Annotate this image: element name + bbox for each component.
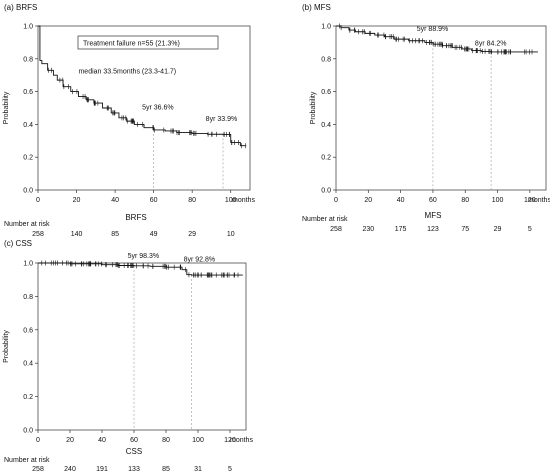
x-tick-label: 0 xyxy=(334,197,338,204)
number-at-risk-value: 240 xyxy=(64,466,76,473)
x-tick-label: 80 xyxy=(188,197,196,204)
annotation-label: 8yr 84.2% xyxy=(475,41,507,48)
x-tick-label: 80 xyxy=(162,437,170,444)
number-at-risk-value: 29 xyxy=(188,231,196,238)
number-at-risk-value: 191 xyxy=(96,466,108,473)
number-at-risk-value: 31 xyxy=(194,466,202,473)
x-tick-label: 60 xyxy=(150,197,158,204)
y-tick-label: 0.6 xyxy=(23,89,33,96)
y-tick-label: 0.0 xyxy=(23,428,33,435)
x-axis-title: MFS xyxy=(425,211,442,220)
number-at-risk-value: 49 xyxy=(150,231,158,238)
survival-curve xyxy=(38,262,243,276)
annotation-label: median 33.5months (23.3-41.7) xyxy=(78,69,176,76)
y-tick-label: 0.0 xyxy=(321,188,331,195)
treatment-failure-text: Treatment failure n=55 (21.3%) xyxy=(83,41,180,48)
treatment-failure-box xyxy=(77,35,219,50)
y-tick-label: 0.2 xyxy=(23,155,33,162)
x-tick-label: 60 xyxy=(429,197,437,204)
annotation-label: 8yr 33.9% xyxy=(206,116,238,123)
x-tick-label: 0 xyxy=(36,197,40,204)
y-tick-label: 0.8 xyxy=(23,294,33,301)
annotation-label: 8yr 92.8% xyxy=(184,256,216,263)
km-panel-3: (c) CSS 0.0 0.2 0.4 0.6 0.8 1.0 0 20 40 60 80 100 120… xyxy=(3,239,253,473)
y-tick-label: 0.2 xyxy=(23,394,33,401)
number-at-risk-value: 85 xyxy=(162,466,170,473)
number-at-risk-value: 85 xyxy=(111,231,119,238)
y-tick-label: 0.4 xyxy=(23,122,33,129)
x-tick-label: 20 xyxy=(73,197,81,204)
number-at-risk-value: 258 xyxy=(330,226,342,233)
y-tick-label: 0.2 xyxy=(321,155,331,162)
number-at-risk-value: 230 xyxy=(362,226,374,233)
survival-curve xyxy=(336,25,538,53)
x-tick-label: 120 xyxy=(524,197,536,204)
panel-label: (c) CSS xyxy=(4,239,32,248)
x-axis-title: BRFS xyxy=(125,213,146,222)
number-at-risk-value: 133 xyxy=(128,466,140,473)
plot-frame xyxy=(335,25,547,191)
number-at-risk-value: 5 xyxy=(528,226,532,233)
km-panel-1: (a) BRFS 0.0 0.2 0.4 0.6 0.8 1.0 0 20 40 60 80 100mo… xyxy=(3,3,255,238)
x-tick-label: 120 xyxy=(224,437,236,444)
annotation-label: 5yr 98.3% xyxy=(128,253,160,260)
y-tick-label: 1.0 xyxy=(23,24,33,31)
plot-frame xyxy=(37,262,247,431)
y-tick-label: 0.6 xyxy=(23,327,33,334)
x-tick-label: 40 xyxy=(111,197,119,204)
x-tick-label: 0 xyxy=(36,437,40,444)
y-tick-label: 1.0 xyxy=(321,24,331,31)
km-panel-2: (b) MFS 0.0 0.2 0.4 0.6 0.8 1.0 0 20 40 60 80 100 120… xyxy=(302,3,550,233)
x-tick-label: 100 xyxy=(225,197,237,204)
number-at-risk-value: 29 xyxy=(494,226,502,233)
y-tick-label: 0.0 xyxy=(23,188,33,195)
x-tick-label: 60 xyxy=(130,437,138,444)
annotation-label: 5yr 36.6% xyxy=(142,105,174,112)
y-tick-label: 0.8 xyxy=(321,56,331,63)
y-tick-label: 0.4 xyxy=(23,361,33,368)
number-at-risk-value: 75 xyxy=(461,226,469,233)
number-at-risk-value: 258 xyxy=(32,466,44,473)
x-axis-title: CSS xyxy=(126,447,142,456)
x-tick-label: 100 xyxy=(192,437,204,444)
x-tick-label: 20 xyxy=(364,197,372,204)
x-unit-label: months xyxy=(528,197,550,204)
x-tick-label: 20 xyxy=(66,437,74,444)
panel-label: (b) MFS xyxy=(302,3,331,12)
number-at-risk-value: 10 xyxy=(227,231,235,238)
annotation-label: 5yr 88.9% xyxy=(417,26,449,33)
y-axis-title: Probability xyxy=(310,91,317,124)
y-axis-title: Probability xyxy=(3,91,10,124)
y-tick-label: 0.6 xyxy=(321,89,331,96)
number-at-risk-value: 258 xyxy=(32,231,44,238)
x-tick-label: 40 xyxy=(98,437,106,444)
y-tick-label: 1.0 xyxy=(23,261,33,268)
x-tick-label: 100 xyxy=(492,197,504,204)
y-axis-title: Probability xyxy=(3,330,10,363)
x-tick-label: 80 xyxy=(461,197,469,204)
number-at-risk-value: 123 xyxy=(427,226,439,233)
y-tick-label: 0.8 xyxy=(23,56,33,63)
y-tick-label: 0.4 xyxy=(321,122,331,129)
number-at-risk-label: Number at risk xyxy=(4,221,50,228)
number-at-risk-value: 140 xyxy=(71,231,83,238)
number-at-risk-label: Number at risk xyxy=(302,216,348,223)
panel-label: (a) BRFS xyxy=(4,3,37,12)
number-at-risk-value: 175 xyxy=(395,226,407,233)
number-at-risk-value: 5 xyxy=(228,466,232,473)
x-unit-label: months xyxy=(230,437,253,444)
plot-frame xyxy=(37,25,251,191)
x-unit-label: months xyxy=(232,197,255,204)
number-at-risk-label: Number at risk xyxy=(4,457,50,464)
x-tick-label: 40 xyxy=(397,197,405,204)
